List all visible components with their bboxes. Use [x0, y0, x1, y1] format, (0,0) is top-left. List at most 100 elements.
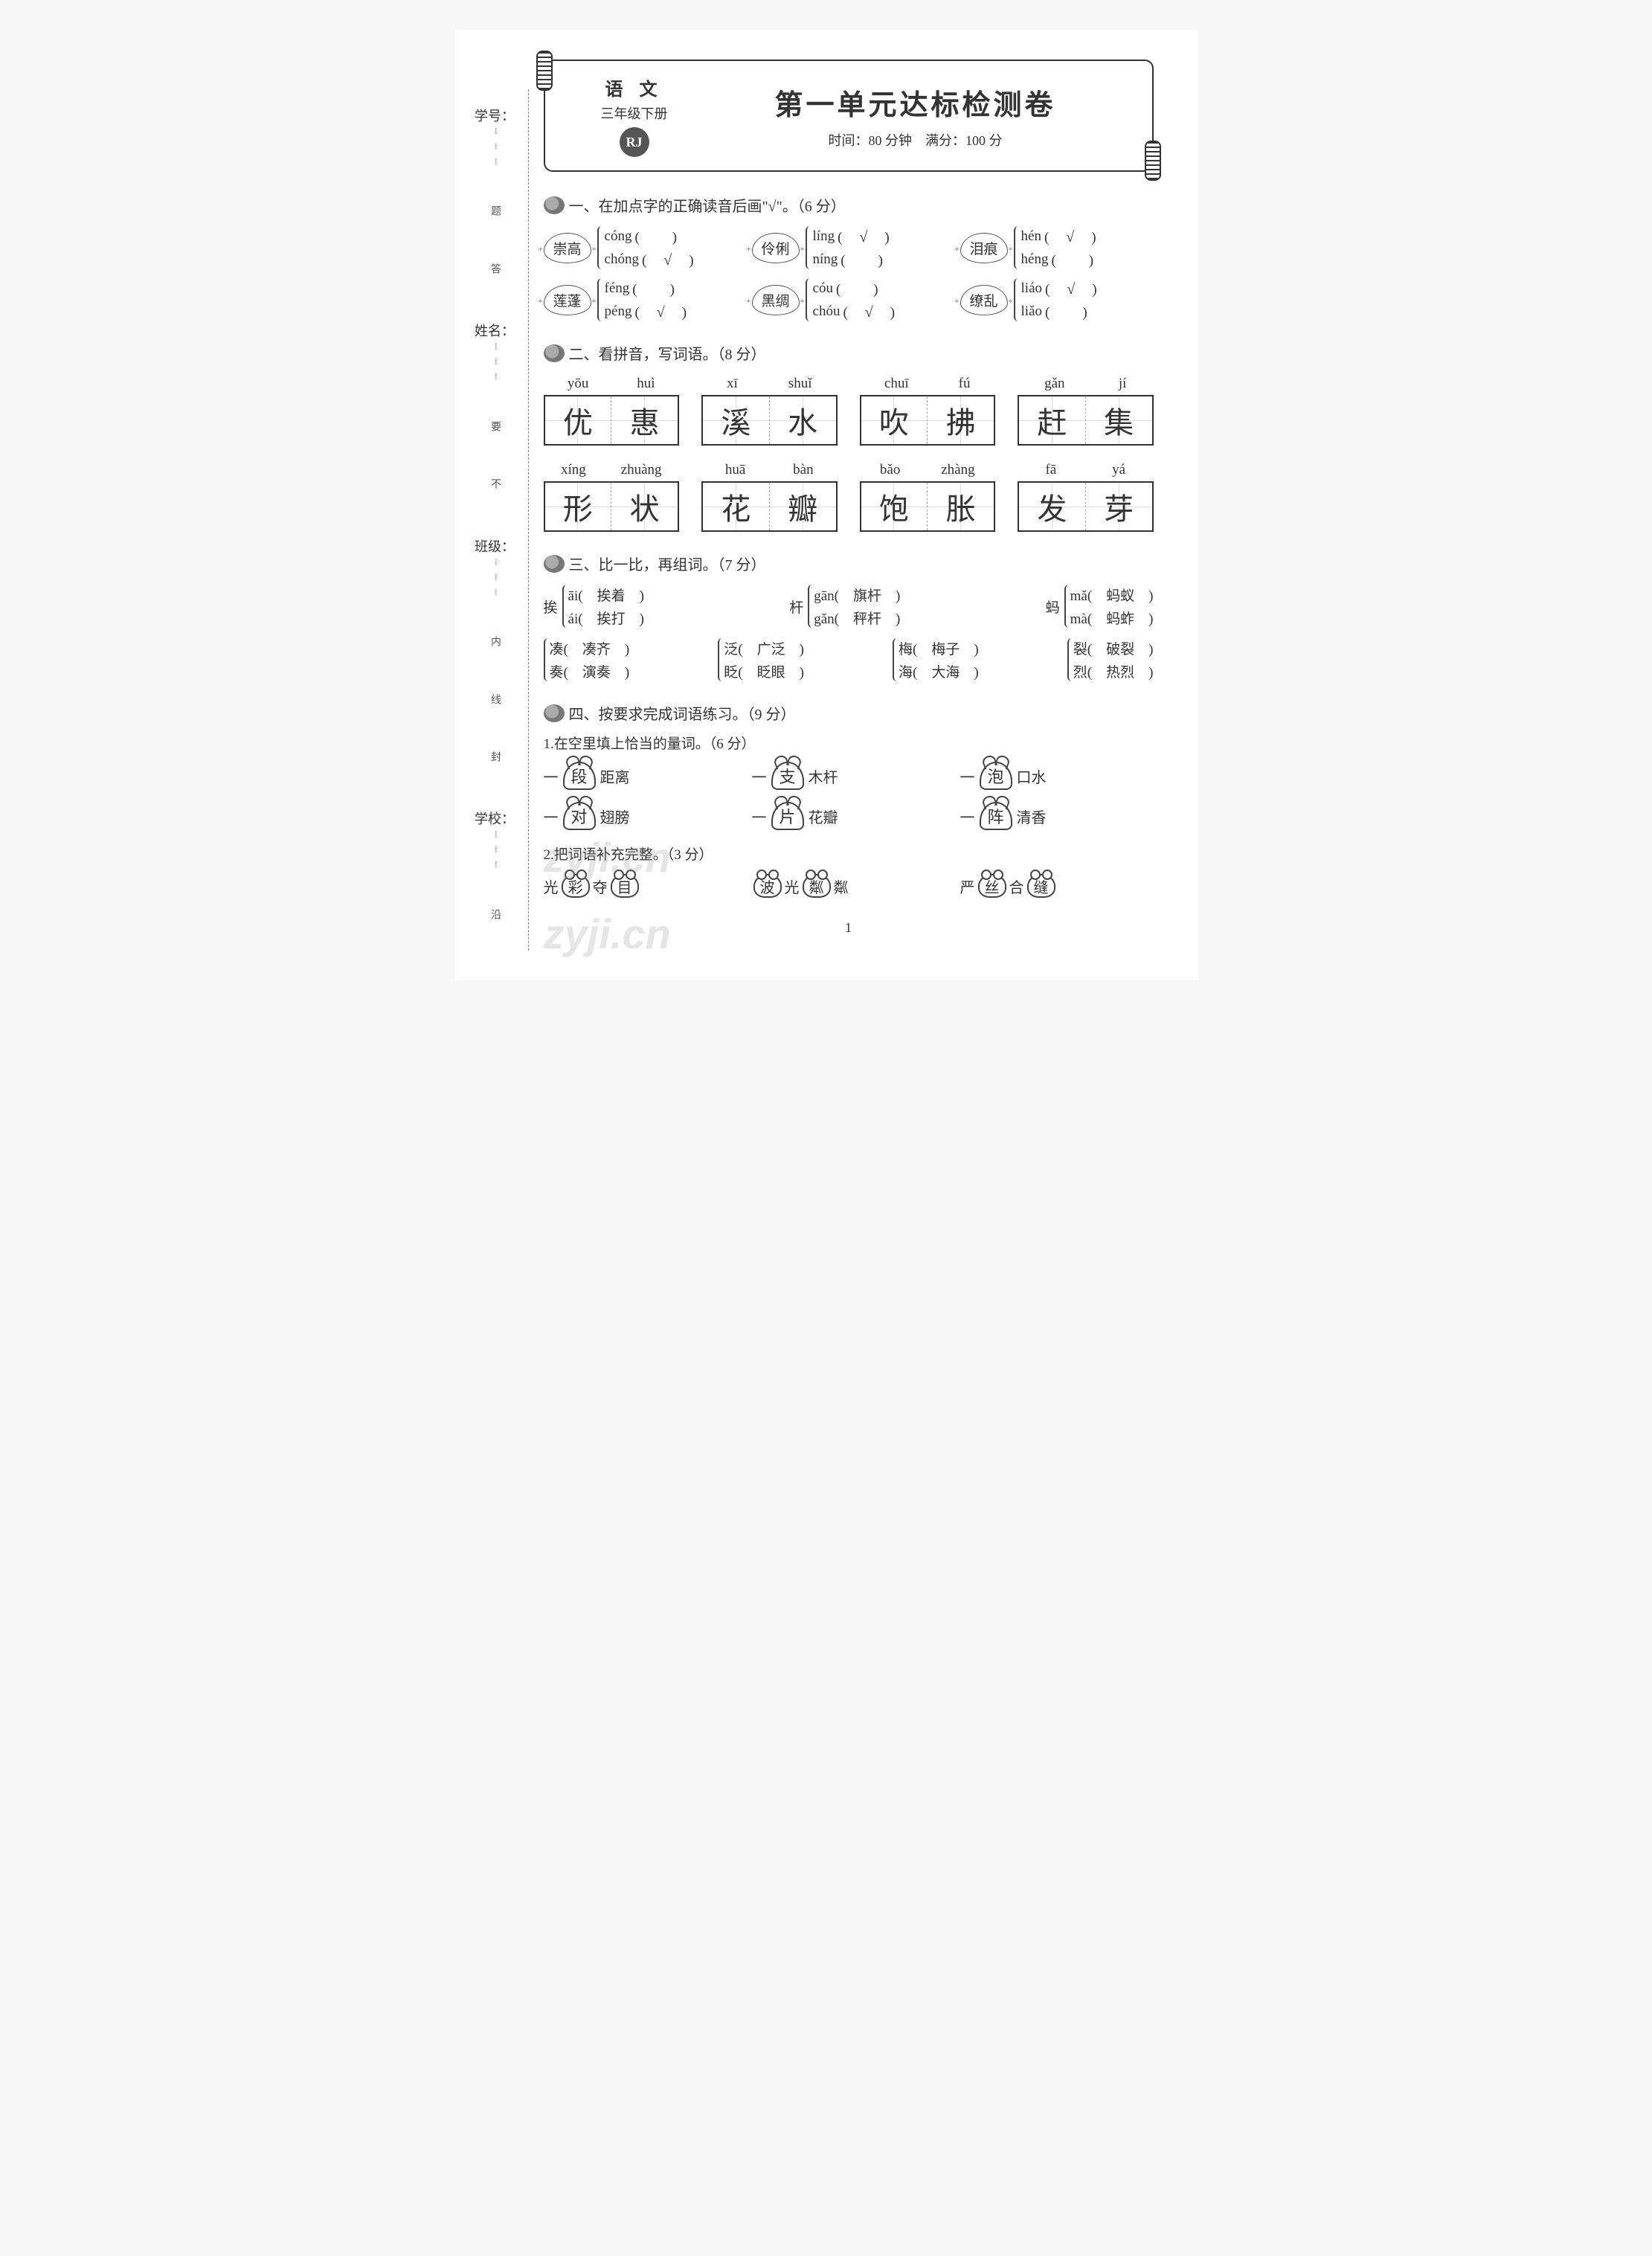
lotus-blank-icon: 阵: [980, 802, 1012, 830]
scroll-ornament-icon: [1145, 141, 1161, 181]
frog-blank-icon: 彩: [562, 874, 590, 898]
word-bubble: 黑绸: [752, 285, 800, 315]
q4-title: 四、按要求完成词语练习。（9 分）: [569, 702, 796, 724]
q3-title: 三、比一比，再组词。（7 分）: [569, 553, 766, 574]
q3-group: 杆gān( 旗杆 )gǎn( 秤杆 ): [789, 585, 900, 628]
q1-item: 泪痕hén( √ )héng( ): [960, 226, 1154, 269]
q1-item: 伶俐líng( √ )níng( ): [752, 226, 945, 269]
q2-item: gǎnjí 赶集: [1018, 376, 1154, 446]
q3-group: 梅( 梅子 )海( 大海 ): [893, 638, 979, 681]
q4-measure-item: 一支木杆: [752, 762, 945, 790]
q2-item: chuīfú 吹拂: [860, 376, 996, 446]
question-1: 一、在加点字的正确读音后画"√"。（6 分） 崇高cóng( )chóng( √…: [544, 194, 1154, 321]
frog-blank-icon: 目: [611, 874, 639, 898]
q4-measure-item: 一阵清香: [960, 802, 1154, 830]
q4-idiom-item: 波光粼粼: [752, 874, 945, 898]
word-bubble: 缭乱: [960, 285, 1008, 315]
char-cell: 水: [770, 396, 836, 444]
pinyin-options: cóng( )chóng( √ ): [597, 226, 695, 269]
word-bubble: 伶俐: [752, 233, 800, 263]
subject-label: 语 文: [568, 74, 701, 100]
worksheet-page: 学号：┈┈┈ 题 答 姓名：┈┈┈ 要 不 班级：┈┈┈ 内 线 封 学校：┈┈…: [454, 30, 1198, 980]
binding-margin: 学号：┈┈┈ 题 答 姓名：┈┈┈ 要 不 班级：┈┈┈ 内 线 封 学校：┈┈…: [462, 89, 529, 951]
q3-group: 挨āi( 挨着 )ái( 挨打 ): [544, 585, 644, 628]
margin-label-xingming: 姓名：┈┈┈: [475, 321, 515, 388]
char-grid: 吹拂: [860, 395, 996, 446]
lotus-blank-icon: 片: [771, 802, 804, 830]
char-cell: 溪: [703, 396, 770, 444]
word-bubble: 泪痕: [960, 233, 1008, 263]
char-cell: 发: [1019, 483, 1086, 530]
frog-blank-icon: 丝: [978, 874, 1006, 898]
grade-label: 三年级下册: [568, 103, 701, 123]
char-cell: 惠: [611, 396, 678, 444]
q4-measure-item: 一片花瓣: [752, 802, 945, 830]
margin-label-xuexiao: 学校：┈┈┈: [475, 809, 515, 876]
lotus-blank-icon: 段: [563, 762, 596, 790]
char-cell: 瓣: [770, 483, 836, 530]
q4-measure-item: 一对翅膀: [544, 802, 737, 830]
char-cell: 花: [703, 483, 770, 530]
pinyin-options: liáo( √ )liǎo( ): [1014, 278, 1099, 321]
q4-measure-item: 一段距离: [544, 762, 737, 790]
q3-group: 泛( 广泛 )眨( 眨眼 ): [718, 638, 804, 681]
word-bubble: 莲蓬: [544, 285, 591, 315]
header-scroll: 语 文 三年级下册 RJ 第一单元达标检测卷 时间：80 分钟 满分：100 分: [544, 60, 1154, 172]
q4-idiom-item: 严丝合缝: [960, 874, 1154, 898]
q2-item: xīshuǐ 溪水: [701, 376, 838, 446]
word-bubble: 崇高: [544, 233, 591, 263]
rabbit-icon: [544, 196, 565, 214]
char-grid: 发芽: [1018, 481, 1154, 532]
q1-item: 崇高cóng( )chóng( √ ): [544, 226, 737, 269]
q4-sub1: 1.在空里填上恰当的量词。（6 分）: [544, 733, 1154, 753]
pinyin-options: hén( √ )héng( ): [1014, 226, 1098, 269]
frog-blank-icon: 波: [753, 874, 782, 898]
pinyin-options: líng( √ )níng( ): [806, 226, 891, 269]
char-cell: 赶: [1019, 396, 1086, 444]
lotus-blank-icon: 对: [563, 802, 596, 830]
q4-idiom-item: 光彩夺目: [544, 874, 737, 898]
q4-measure-item: 一泡口水: [960, 762, 1154, 790]
q2-title: 二、看拼音，写词语。（8 分）: [569, 342, 766, 364]
header-subject-block: 语 文 三年级下册 RJ: [568, 74, 701, 157]
paper-title: 第一单元达标检测卷: [701, 82, 1130, 123]
char-grid: 优惠: [544, 395, 680, 446]
char-cell: 优: [545, 396, 612, 444]
margin-label-xuehao: 学号：┈┈┈: [475, 106, 515, 173]
char-cell: 拂: [928, 396, 994, 444]
scroll-ornament-icon: [536, 51, 553, 91]
q3-group: 裂( 破裂 )烈( 热烈 ): [1067, 638, 1154, 681]
char-cell: 胀: [928, 483, 994, 530]
question-4: 四、按要求完成词语练习。（9 分） 1.在空里填上恰当的量词。（6 分） 一段距…: [544, 702, 1154, 898]
char-grid: 花瓣: [701, 481, 838, 532]
q1-item: 黑绸cóu( )chóu( √ ): [752, 278, 945, 321]
char-grid: 赶集: [1018, 395, 1154, 446]
char-cell: 吹: [861, 396, 928, 444]
q1-item: 缭乱liáo( √ )liǎo( ): [960, 278, 1154, 321]
duck-icon: [544, 555, 565, 573]
pinyin-options: féng( )péng( √ ): [597, 278, 689, 321]
dragon-icon: [544, 704, 565, 722]
q2-item: huābàn 花瓣: [701, 462, 838, 532]
pig-icon: [544, 344, 565, 362]
q2-item: yōuhuì 优惠: [544, 376, 680, 446]
rj-badge: RJ: [620, 127, 649, 157]
q3-group: 凑( 凑齐 )奏( 演奏 ): [544, 638, 630, 681]
q3-group: 蚂mǎ( 蚂蚁 )mà( 蚂蚱 ): [1046, 585, 1154, 628]
lotus-blank-icon: 泡: [980, 762, 1012, 790]
char-cell: 状: [611, 483, 678, 530]
margin-label-banji: 班级：┈┈┈: [475, 536, 515, 604]
char-cell: 集: [1086, 396, 1152, 444]
q1-title: 一、在加点字的正确读音后画"√"。（6 分）: [569, 194, 846, 216]
q4-sub2: 2.把词语补充完整。（3 分）: [544, 843, 1154, 864]
lotus-blank-icon: 支: [771, 762, 804, 790]
q2-item: fāyá 发芽: [1018, 462, 1154, 532]
q1-item: 莲蓬féng( )péng( √ ): [544, 278, 737, 321]
q2-item: xíngzhuàng 形状: [544, 462, 680, 532]
char-grid: 形状: [544, 481, 680, 532]
frog-blank-icon: 粼: [803, 874, 831, 898]
page-number: 1: [544, 920, 1154, 936]
pinyin-options: cóu( )chóu( √ ): [806, 278, 897, 321]
char-cell: 形: [545, 483, 612, 530]
char-grid: 饱胀: [860, 481, 996, 532]
